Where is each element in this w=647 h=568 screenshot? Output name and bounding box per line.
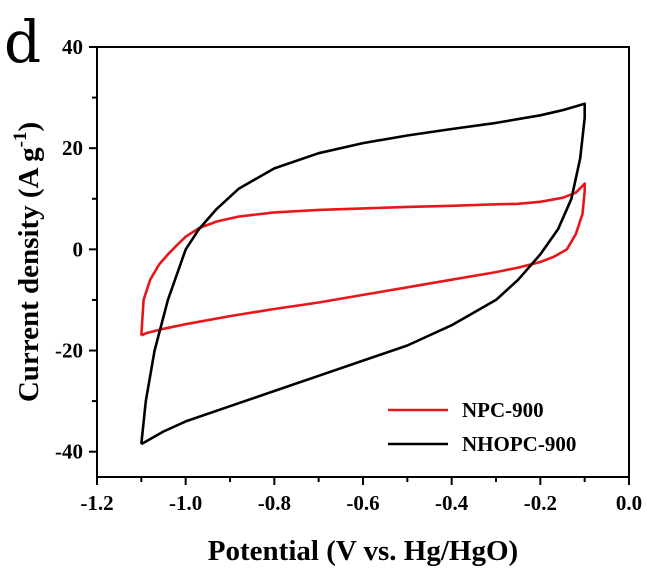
y-tick-label: 0	[73, 237, 84, 261]
plot-frame	[96, 46, 630, 478]
y-tick-label: -40	[55, 440, 83, 464]
series-line-nhopc-900	[140, 102, 586, 446]
x-axis-title: Potential (V vs. Hg/HgO)	[208, 535, 518, 567]
legend-label: NPC-900	[462, 398, 544, 422]
x-tick-label: -1.2	[80, 491, 113, 515]
x-tick-label: -0.8	[258, 491, 291, 515]
x-tick-label: 0.0	[616, 491, 642, 515]
y-axis-title-superscript: -1	[10, 132, 31, 148]
x-tick-label: -0.6	[346, 491, 379, 515]
y-tick-label: -20	[55, 339, 83, 363]
series-layer	[140, 102, 586, 446]
y-tick-label: 40	[62, 35, 83, 59]
series-line-npc-900	[140, 182, 586, 337]
y-tick-label: 20	[62, 136, 83, 160]
ticks-layer: -1.2 -1.0 -0.8 -0.6 -0.4 -0.2 0.0 -40 -20 0 20 40	[55, 35, 642, 515]
x-tick-label: -1.0	[169, 491, 202, 515]
y-axis-title-close: )	[13, 122, 45, 132]
legend: NPC-900 NHOPC-900	[388, 398, 576, 456]
x-tick-label: -0.4	[435, 491, 469, 515]
legend-label: NHOPC-900	[462, 432, 576, 456]
x-tick-label: -0.2	[524, 491, 557, 515]
y-axis-title-main: Current density (A g	[13, 147, 45, 402]
panel-label: d	[4, 8, 41, 76]
y-axis-title: Current density (A g-1)	[10, 122, 45, 402]
